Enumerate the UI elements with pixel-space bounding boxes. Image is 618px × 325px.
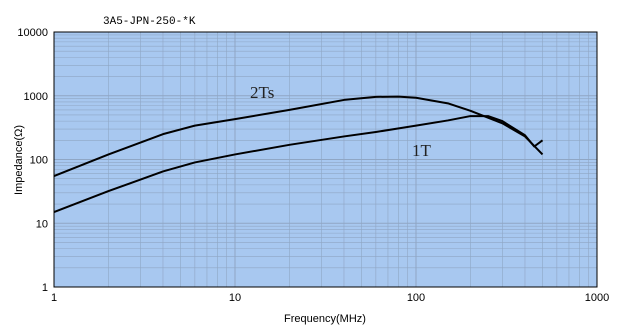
y-tick-label: 100: [30, 155, 48, 167]
x-tick-labels: 1 10 100 1000: [51, 292, 609, 304]
series-line-1: [53, 115, 544, 213]
x-tick-label: 100: [407, 292, 425, 304]
x-tick-label: 1000: [585, 292, 609, 304]
x-axis-label: Frequency(MHz): [284, 313, 366, 325]
series-lines: [53, 95, 544, 213]
grid-lines: [54, 32, 597, 287]
plot-border: [53, 31, 598, 288]
y-axis-label: Impedance(Ω): [13, 125, 25, 195]
chart-title: 3A5-JPN-250-*K: [103, 16, 196, 28]
y-tick-label: 10000: [17, 27, 48, 39]
x-tick-label: 1: [51, 292, 57, 304]
y-tick-label: 10: [36, 218, 48, 230]
y-tick-label: 1: [42, 282, 48, 294]
series-label-1t: 1T: [412, 141, 432, 160]
series-line-0: [53, 95, 544, 177]
x-tick-label: 10: [229, 292, 241, 304]
y-tick-label: 1000: [24, 91, 48, 103]
y-tick-labels: 1 10 100 1000 10000: [17, 27, 48, 294]
series-label-2ts: 2Ts: [250, 83, 274, 102]
